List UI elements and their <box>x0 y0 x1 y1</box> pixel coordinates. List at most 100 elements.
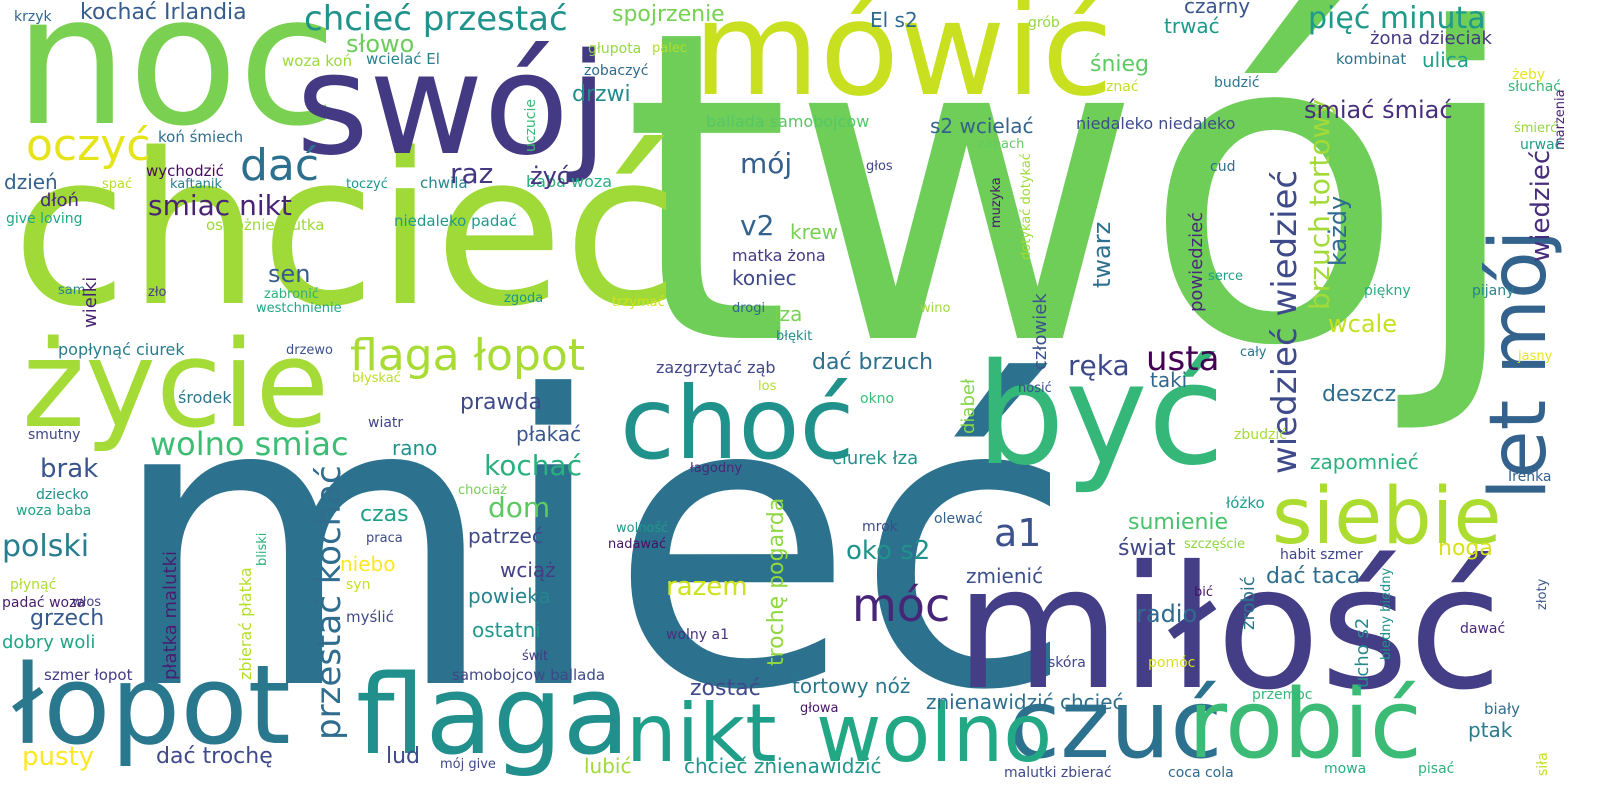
cloud-word: zostać <box>690 676 761 701</box>
cloud-word: spać <box>102 177 133 192</box>
cloud-word: świt <box>522 649 549 664</box>
cloud-word: piękny <box>1364 283 1411 299</box>
cloud-word: wcale <box>1328 310 1397 338</box>
cloud-word: flaga <box>356 651 630 779</box>
cloud-word: woza koń <box>282 52 353 70</box>
cloud-word: ręka <box>1068 349 1130 382</box>
cloud-word: sam <box>58 283 86 298</box>
cloud-word: drzewo <box>286 343 334 358</box>
cloud-word: mój give <box>440 757 496 772</box>
cloud-word: wiatr <box>368 415 404 431</box>
cloud-word: pijany <box>1472 283 1515 299</box>
cloud-word: płynąć <box>10 577 57 593</box>
cloud-word: mieć <box>108 313 1075 778</box>
cloud-word: chwila <box>420 174 468 192</box>
cloud-word: być <box>976 334 1225 497</box>
cloud-word: znienawidzić chcieć <box>926 690 1124 714</box>
cloud-word: wolno smiac <box>150 425 349 463</box>
cloud-word: dzień <box>4 170 58 194</box>
cloud-word: nadawać <box>608 537 667 552</box>
cloud-word: noga <box>1438 536 1493 561</box>
cloud-word: choć <box>620 365 855 482</box>
cloud-word: cud <box>1210 159 1236 175</box>
cloud-word: niedaleko padać <box>394 212 517 230</box>
cloud-word: zbierać płatka <box>236 567 255 680</box>
cloud-word: miłość <box>955 530 1503 728</box>
cloud-word: zrobić <box>1238 576 1259 630</box>
cloud-word: westchnienie <box>256 301 342 316</box>
cloud-word: a1 <box>994 511 1042 555</box>
cloud-word: brak <box>40 454 99 484</box>
cloud-word: skóra <box>1048 655 1086 671</box>
cloud-word: koń śmiech <box>158 128 244 146</box>
cloud-word: łopot <box>12 641 291 769</box>
cloud-word: rano <box>392 436 438 460</box>
cloud-word: przestać kochać <box>309 465 349 740</box>
cloud-word: myślić <box>346 608 394 626</box>
cloud-word: każdy <box>1324 195 1352 266</box>
cloud-word: słowo <box>346 30 415 58</box>
cloud-word: wychodzić <box>146 162 224 180</box>
cloud-word: sumienie <box>1128 510 1229 535</box>
cloud-word: mowa <box>1324 761 1367 777</box>
cloud-word: szczęście <box>1184 537 1246 552</box>
cloud-word: coca cola <box>1168 765 1234 781</box>
cloud-word: let mój <box>1474 229 1564 500</box>
cloud-word: głupota <box>588 41 642 57</box>
cloud-word: los <box>758 379 777 394</box>
cloud-word: trzymać <box>612 295 665 310</box>
cloud-word: palec <box>652 41 687 56</box>
cloud-word: dobry woli <box>2 632 96 653</box>
cloud-word: spojrzenie <box>612 2 725 27</box>
cloud-word: polski <box>2 529 90 564</box>
cloud-word: włos <box>72 595 102 610</box>
cloud-word: matka żona <box>732 246 826 265</box>
cloud-word: czarny <box>1184 0 1251 18</box>
cloud-word: czas <box>360 502 409 527</box>
cloud-word: okno <box>860 391 895 407</box>
cloud-word: wolno <box>816 687 1053 780</box>
cloud-word: biały <box>1484 700 1521 718</box>
cloud-word: wolność <box>616 521 669 536</box>
cloud-word: urwać <box>1520 137 1563 153</box>
cloud-word: zapomnieć <box>1310 450 1419 474</box>
cloud-word: praca <box>366 531 403 546</box>
cloud-word: patrzeć <box>468 524 543 548</box>
cloud-word: wciąż <box>500 558 556 582</box>
cloud-word: prawda <box>460 390 542 415</box>
cloud-word: szmer łopot <box>44 666 133 684</box>
cloud-word: nikt <box>626 687 777 780</box>
cloud-word: tortowy nóż <box>792 674 911 698</box>
cloud-word: dać <box>240 140 320 191</box>
cloud-word: twój <box>622 0 1525 440</box>
cloud-word: chcieć <box>12 108 680 353</box>
cloud-word: ostrożnie trutka <box>206 216 325 234</box>
cloud-word: zło <box>148 285 167 300</box>
cloud-word: mrok <box>862 519 898 535</box>
cloud-word: razem <box>666 572 748 602</box>
cloud-word: syn <box>346 577 371 593</box>
cloud-word: olewać <box>934 511 983 527</box>
cloud-word: siebie <box>1272 472 1502 562</box>
cloud-word: błękit <box>776 329 813 344</box>
cloud-word: flaga łopot <box>350 330 586 381</box>
cloud-word: baba woza <box>526 172 613 191</box>
cloud-word: drzwi <box>572 82 631 107</box>
cloud-word: dotykać dotykać <box>1019 153 1034 260</box>
cloud-word: śmiać śmiać <box>1304 96 1453 124</box>
cloud-word: łza <box>774 302 803 326</box>
cloud-word: głowa <box>800 701 839 716</box>
cloud-word: raz <box>450 157 494 190</box>
cloud-word: błyskać <box>352 371 401 386</box>
cloud-word: bliski <box>255 532 270 566</box>
cloud-word: nosić <box>1018 381 1052 396</box>
cloud-word: dawać <box>1460 621 1506 637</box>
cloud-word: samobojcow ballada <box>452 666 606 684</box>
cloud-word: krew <box>790 220 839 244</box>
cloud-word: dać trochę <box>156 744 273 769</box>
cloud-word: popłynąć ciurek <box>58 340 185 359</box>
cloud-word: jasny <box>1518 349 1553 364</box>
cloud-word: trochę pogarda <box>764 497 789 666</box>
cloud-word: powieka <box>468 584 551 608</box>
